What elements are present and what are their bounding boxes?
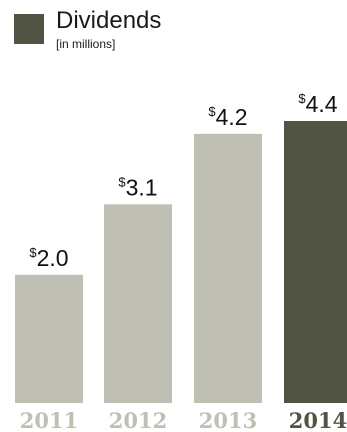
category-label-2011: 2011: [20, 408, 78, 432]
bar-2013: [194, 133, 262, 403]
value-label-2012: $3.1: [118, 174, 157, 200]
value-label-2011: $2.0: [29, 245, 68, 271]
bar-2011: [15, 274, 83, 403]
category-label-2014: 2014: [289, 408, 347, 432]
legend-swatch: [14, 14, 44, 44]
bar-2014: [284, 121, 347, 403]
value-label-2013: $4.2: [208, 104, 247, 130]
category-label-2013: 2013: [199, 408, 257, 432]
chart-subtitle: [in millions]: [56, 37, 116, 51]
category-label-2012: 2012: [109, 408, 167, 432]
chart-title: Dividends: [56, 7, 162, 34]
value-label-2014: $4.4: [298, 91, 337, 117]
bar-2012: [104, 204, 172, 403]
